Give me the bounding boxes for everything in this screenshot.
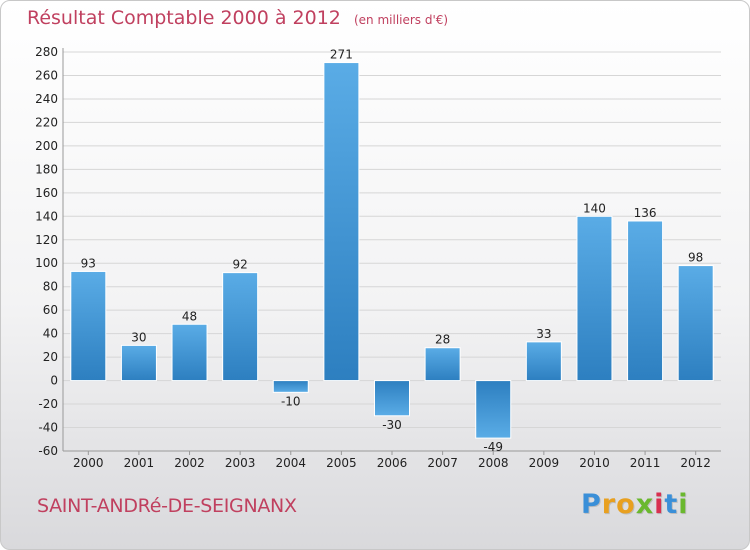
data-label: 136 xyxy=(634,206,657,220)
x-tick-label: 2005 xyxy=(326,456,357,470)
logo-letter: P xyxy=(581,489,602,520)
logo-letter: i xyxy=(678,489,689,520)
x-tick-label: 2003 xyxy=(225,456,256,470)
y-tick-label: -60 xyxy=(38,444,58,458)
bar-2011 xyxy=(627,220,664,382)
data-label: -10 xyxy=(281,394,301,408)
logo-letter: r xyxy=(601,489,617,520)
x-tick-label: 2008 xyxy=(478,456,509,470)
y-tick-label: -40 xyxy=(38,421,58,435)
y-tick-label: 280 xyxy=(35,45,58,59)
x-tick-label: 2002 xyxy=(174,456,205,470)
y-tick-label: 80 xyxy=(43,280,58,294)
data-label: 271 xyxy=(330,48,353,62)
bar-2003 xyxy=(222,272,259,382)
bar-2009 xyxy=(525,341,562,382)
y-tick-label: 20 xyxy=(43,350,58,364)
x-tick-label: 2011 xyxy=(630,456,661,470)
y-tick-label: 200 xyxy=(35,139,58,153)
bar-2012 xyxy=(677,265,714,382)
bar-2006 xyxy=(374,380,410,417)
bar-2008 xyxy=(475,380,512,439)
data-label: -30 xyxy=(382,418,402,432)
logo-letter: o xyxy=(616,489,636,520)
y-tick-label: 180 xyxy=(35,162,58,176)
logo-letter: i xyxy=(654,489,665,520)
bar-2010 xyxy=(576,215,613,382)
data-label: 33 xyxy=(536,327,551,341)
bar-2002 xyxy=(171,323,208,382)
x-tick-label: 2000 xyxy=(73,456,104,470)
data-label: 30 xyxy=(131,330,146,344)
subtitle-text: (en milliers d'€) xyxy=(353,13,449,27)
y-tick-label: 220 xyxy=(35,115,58,129)
data-label: 140 xyxy=(583,201,606,215)
y-tick-label: 100 xyxy=(35,256,58,270)
data-label: 28 xyxy=(435,333,450,347)
bar-2001 xyxy=(120,344,157,382)
x-tick-label: 2001 xyxy=(124,456,155,470)
title-text: Résultat Comptable 2000 à 2012 xyxy=(27,7,341,29)
x-tick-label: 2009 xyxy=(529,456,560,470)
y-tick-label: 0 xyxy=(50,374,58,388)
bar-2007 xyxy=(424,347,461,382)
y-tick-label: 160 xyxy=(35,186,58,200)
y-tick-label: -20 xyxy=(38,397,58,411)
bar-2004 xyxy=(272,380,309,393)
data-label: 93 xyxy=(81,256,96,270)
data-label: 92 xyxy=(233,258,248,272)
data-label: -49 xyxy=(483,440,503,454)
proxiti-logo: Proxiti xyxy=(581,489,689,520)
x-tick-label: 2006 xyxy=(377,456,408,470)
bar-chart: -60 -40 -20 0 20 40 60 80 100 120 140 160 180 200 220 2… xyxy=(35,45,721,470)
y-tick-label: 120 xyxy=(35,233,58,247)
y-tick-label: 240 xyxy=(35,92,58,106)
logo-letter: t xyxy=(664,489,679,520)
y-tick-label: 40 xyxy=(43,327,58,341)
y-tick-label: 60 xyxy=(43,303,58,317)
data-label: 98 xyxy=(688,251,703,265)
x-tick-label: 2007 xyxy=(427,456,458,470)
bar-2000 xyxy=(70,270,107,382)
data-label: 48 xyxy=(182,309,197,323)
x-tick-label: 2010 xyxy=(579,456,610,470)
x-tick-label: 2004 xyxy=(275,456,306,470)
y-tick-label: 260 xyxy=(35,68,58,82)
x-tick-label: 2012 xyxy=(680,456,711,470)
commune-name: SAINT-ANDRé-DE-SEIGNANX xyxy=(37,495,297,517)
chart-title: Résultat Comptable 2000 à 2012 (en milli… xyxy=(27,7,448,29)
bar-2005 xyxy=(323,62,360,382)
logo-letter: x xyxy=(635,489,655,520)
y-tick-label: 140 xyxy=(35,209,58,223)
